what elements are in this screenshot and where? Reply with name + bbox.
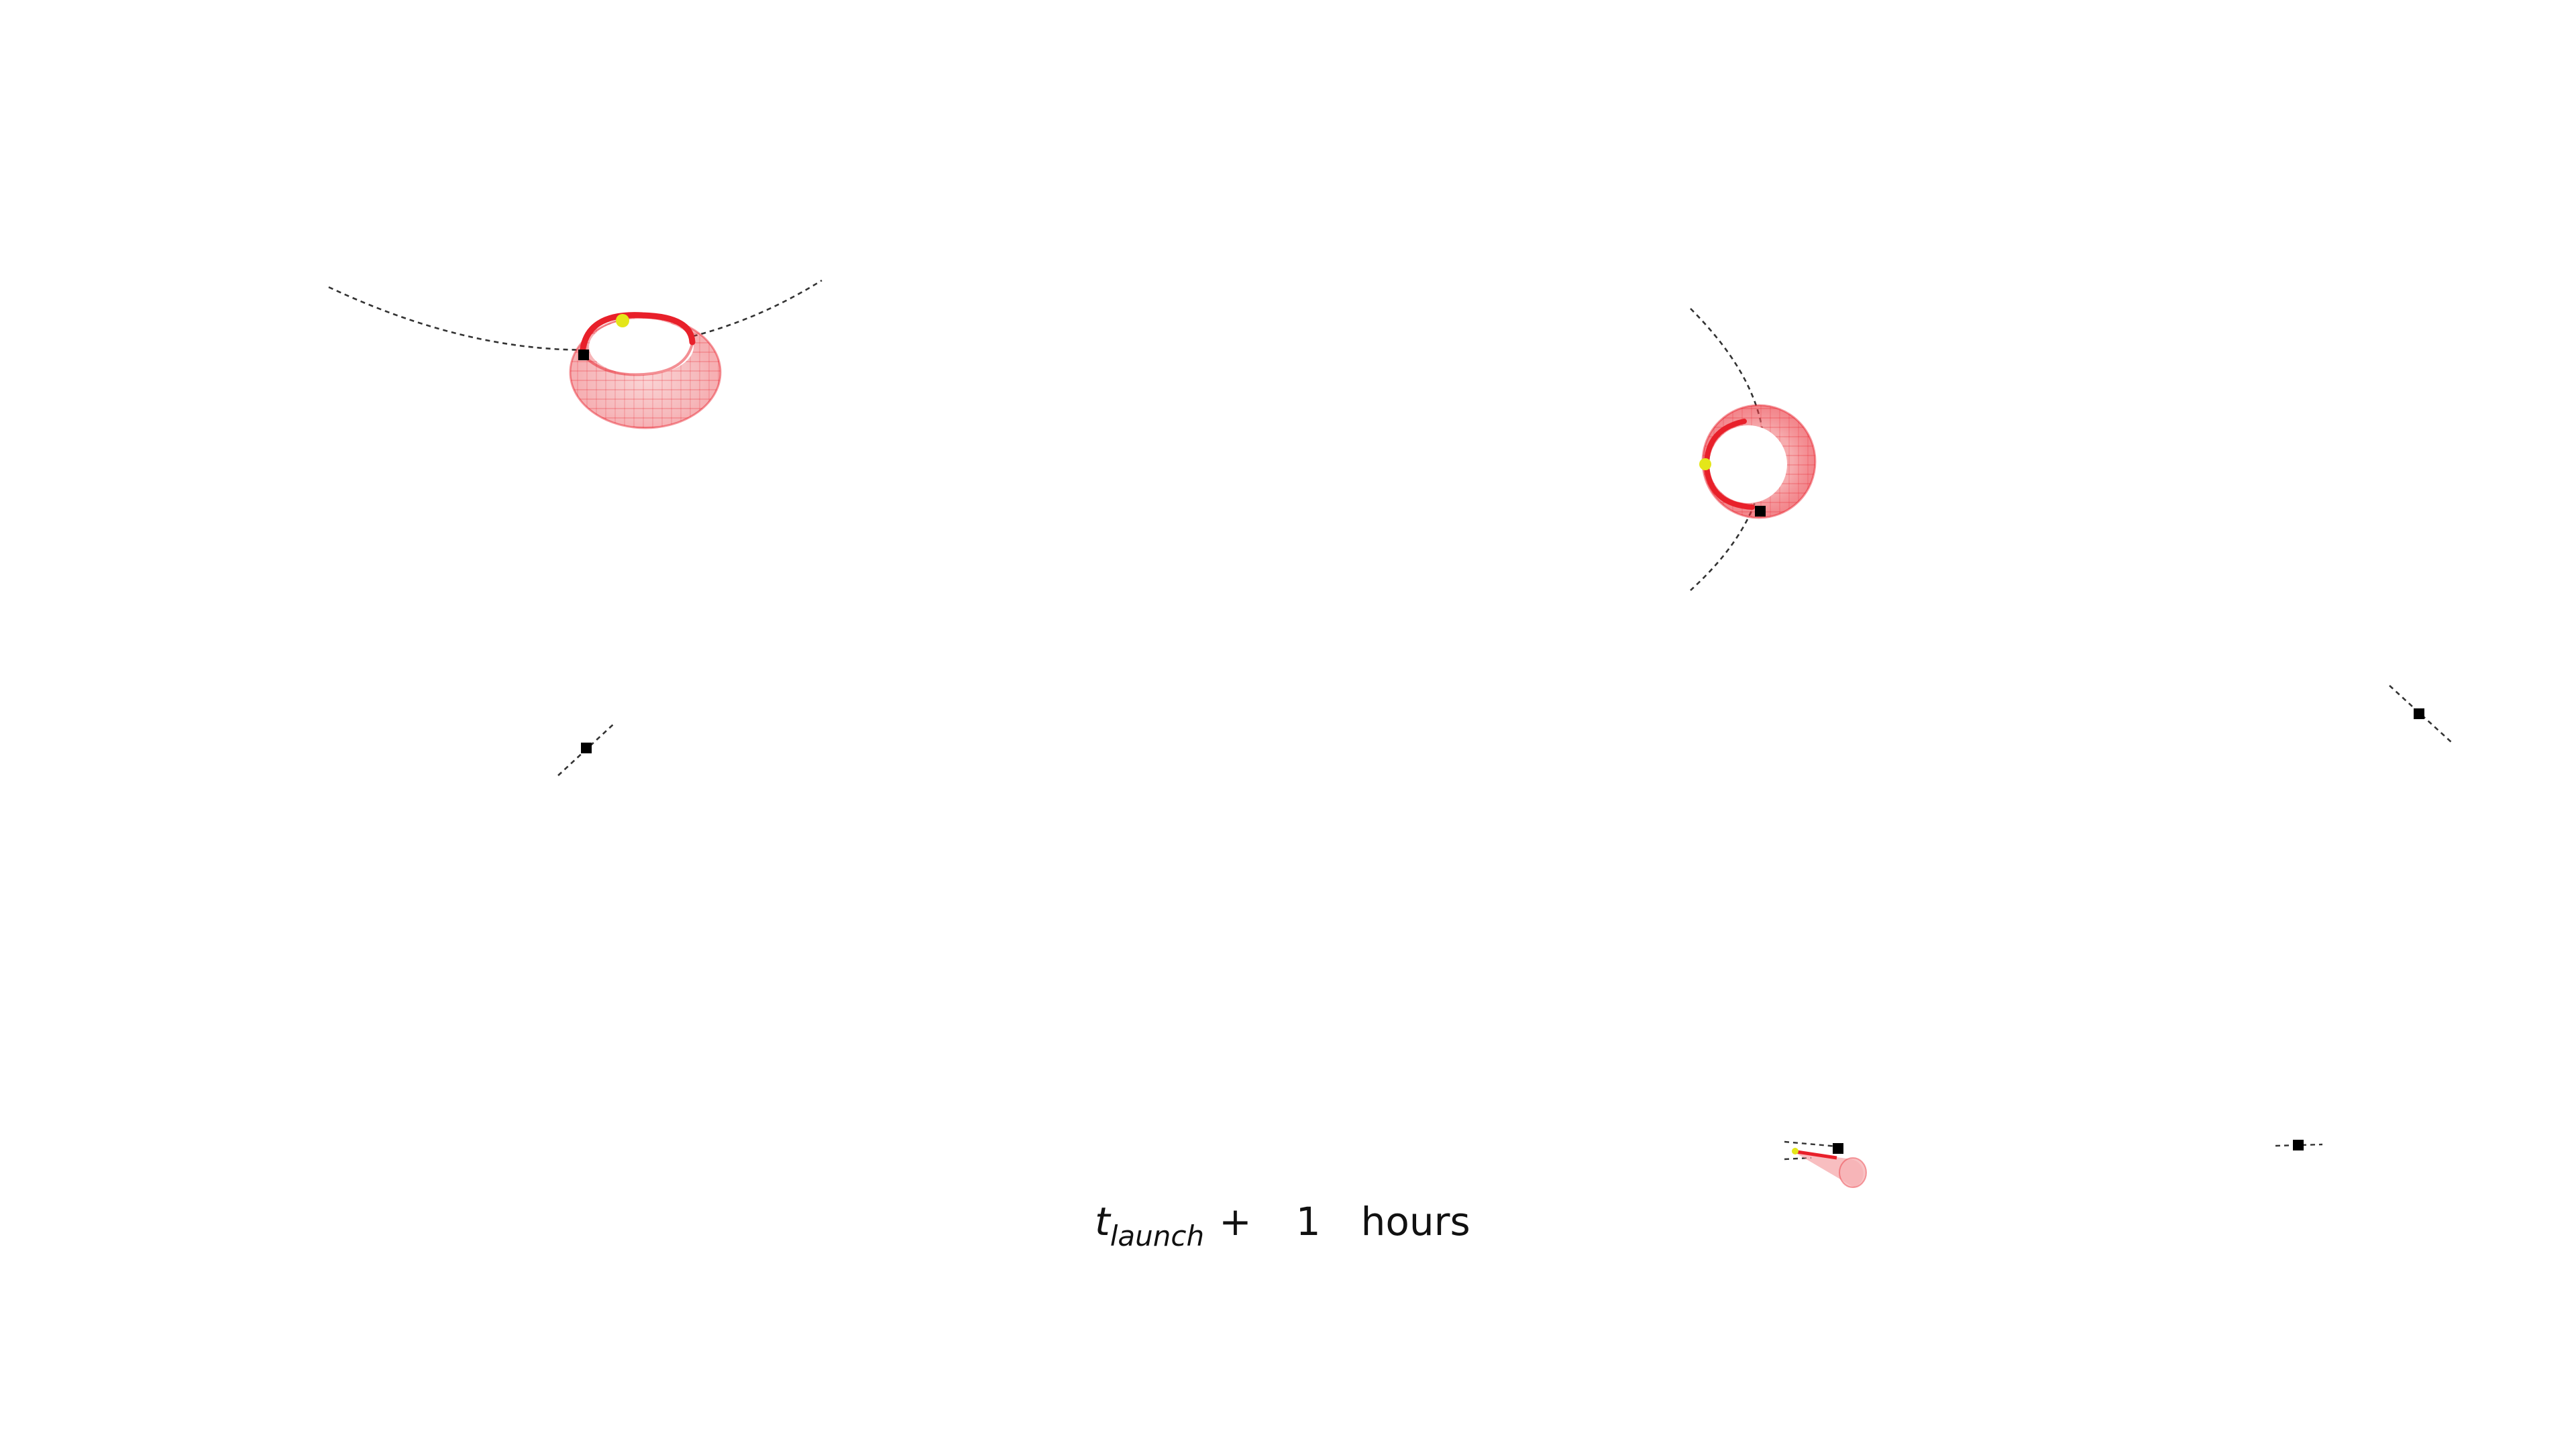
body-marker bbox=[581, 743, 592, 753]
spacecraft-marker bbox=[1699, 458, 1711, 470]
time-subscript: launch bbox=[1110, 1220, 1205, 1252]
spacecraft-marker bbox=[1792, 1148, 1799, 1155]
orbit-arc bbox=[328, 279, 822, 351]
time-unit: hours bbox=[1360, 1199, 1470, 1244]
body-marker bbox=[578, 350, 589, 360]
dispersion-envelope bbox=[1792, 1149, 1867, 1188]
panel-top-right bbox=[1690, 308, 1817, 591]
orbit-arc bbox=[2389, 685, 2453, 744]
body-marker bbox=[2293, 1140, 2304, 1150]
dispersion-envelope bbox=[1701, 404, 1817, 519]
orbit-arc bbox=[2275, 1143, 2323, 1147]
panel-bottom-right-b bbox=[2275, 1140, 2323, 1150]
body-marker bbox=[1755, 506, 1766, 517]
body-marker bbox=[1833, 1143, 1843, 1154]
time-caption: tlaunch +1 hours bbox=[1095, 1202, 1470, 1250]
orbit-arc bbox=[1784, 1140, 1845, 1148]
panel-bottom-right-a bbox=[1784, 1140, 1867, 1188]
spacecraft-marker bbox=[616, 314, 629, 327]
time-value: 1 bbox=[1295, 1199, 1321, 1244]
dispersion-envelope bbox=[569, 312, 722, 429]
time-operator: + bbox=[1219, 1199, 1252, 1244]
panel-top-left bbox=[328, 279, 822, 429]
orbit-arc bbox=[1784, 1157, 1812, 1161]
panel-bottom-left bbox=[557, 724, 614, 776]
panel-far-right bbox=[2389, 685, 2453, 744]
time-symbol: t bbox=[1095, 1199, 1110, 1244]
body-marker bbox=[2414, 708, 2424, 719]
